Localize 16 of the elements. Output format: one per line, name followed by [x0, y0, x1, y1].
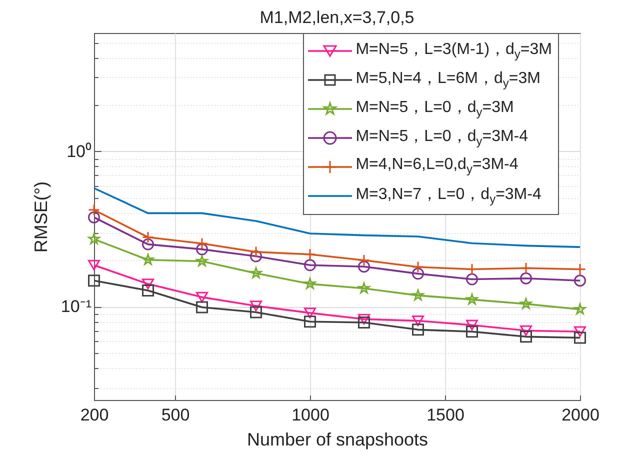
x-tick-label: 200 [80, 406, 109, 424]
x-axis-title: Number of snapshoots [246, 430, 428, 450]
x-tick-label: 2000 [562, 406, 600, 424]
y-tick-label: 10⁻¹ [60, 297, 92, 316]
y-axis-title: RMSE(°) [30, 181, 51, 253]
y-tick-label: 10⁰ [66, 142, 92, 161]
legend-label: M=5,N=4，L=6M，d$_{y}$=3M [356, 69, 540, 91]
legend-label: M=N=5，L=3(M-1)，d$_{y}$=3M [356, 40, 552, 62]
x-tick-label: 1500 [426, 406, 464, 424]
legend-label: M=N=5，L=0，d$_{y}$=3M-4 [356, 127, 528, 149]
series-label: M=3,N=7，L=0，d$_{y}$=3M-4 [356, 185, 542, 207]
x-tick-label: 1000 [292, 406, 330, 424]
chart-title: M1,M2,len,x=3,7,0,5 [260, 8, 414, 27]
legend-label: M=N=5，L=0，d$_{y}$=3M [356, 98, 514, 120]
legend-label: M=4,N=6,L=0,d$_{y}$=3M-4 [356, 156, 518, 177]
x-tick-label: 500 [161, 406, 190, 424]
